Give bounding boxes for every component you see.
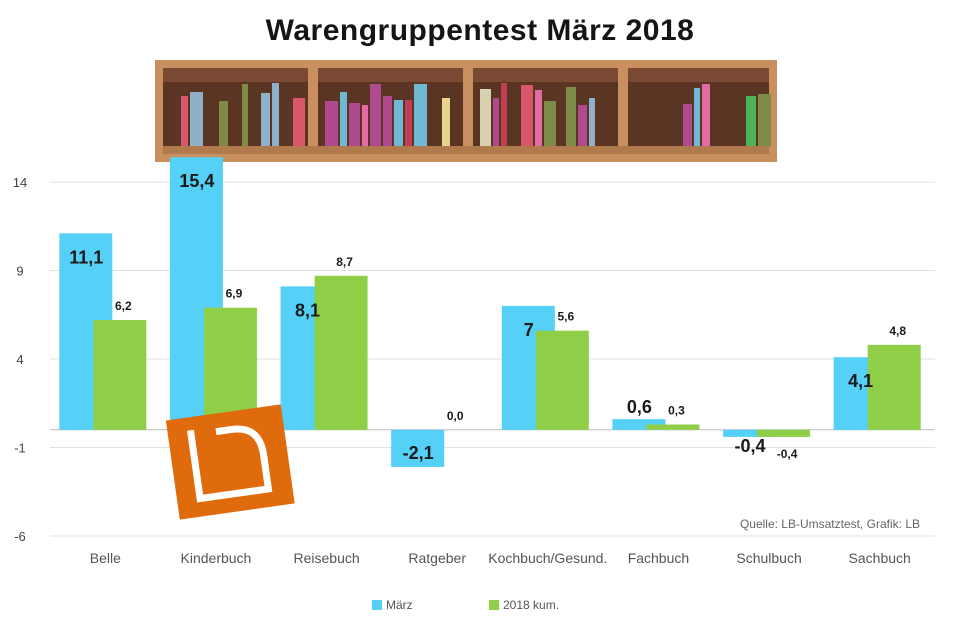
data-label-maerz: 15,4 (179, 171, 214, 191)
data-label-maerz: 0,6 (627, 397, 652, 417)
book-spine (683, 104, 692, 146)
data-label-maerz: -0,4 (735, 436, 766, 456)
data-label-kumuliert: 0,3 (668, 403, 685, 417)
book-spine (340, 92, 347, 146)
category-label: Reisebuch (293, 550, 359, 566)
bar-kumuliert (757, 429, 811, 437)
data-label-maerz: 4,1 (848, 371, 873, 391)
book-spine (349, 103, 360, 146)
bar-kumuliert (314, 275, 368, 430)
book-spine (383, 96, 392, 146)
data-label-kumuliert: 6,2 (115, 299, 132, 313)
y-tick-label: 4 (16, 352, 23, 367)
data-label-kumuliert: 5,6 (557, 310, 574, 324)
legend-label-maerz: März (386, 598, 413, 612)
bar-maerz (612, 419, 666, 430)
book-spine (293, 98, 305, 146)
y-tick-label: -1 (14, 441, 26, 456)
book-spine (521, 85, 533, 146)
book-spine (405, 100, 412, 146)
legend-swatch-kumuliert (489, 600, 499, 610)
book-spine (190, 92, 203, 146)
bar-kumuliert (93, 320, 147, 430)
book-spine (758, 94, 771, 146)
data-label-maerz: 8,1 (295, 300, 320, 320)
book-spine (272, 83, 279, 146)
book-spine (566, 87, 576, 146)
lb-logo (165, 404, 295, 520)
y-tick-label: 9 (16, 264, 23, 279)
category-label: Ratgeber (408, 550, 466, 566)
book-spine (578, 105, 587, 146)
bar-maerz (391, 429, 445, 467)
y-tick-label: 14 (13, 175, 27, 190)
category-label: Fachbuch (628, 550, 689, 566)
data-label-maerz: 11,1 (69, 247, 103, 267)
legend: März 2018 kum. (372, 598, 559, 612)
data-label-kumuliert: 6,9 (226, 287, 243, 301)
y-tick-label: -6 (14, 529, 26, 544)
data-label-maerz: 7 (524, 320, 534, 340)
category-label: Kinderbuch (181, 550, 252, 566)
data-label-kumuliert: 0,0 (447, 409, 464, 423)
book-spine (501, 83, 507, 146)
book-spine (219, 101, 228, 146)
bookshelf-illustration (155, 60, 777, 162)
book-spine (261, 93, 270, 146)
source-note: Quelle: LB-Umsatztest, Grafik: LB (740, 517, 920, 531)
book-spine (181, 96, 188, 146)
category-label: Belle (90, 550, 121, 566)
book-spine (480, 89, 491, 146)
data-label-kumuliert: 8,7 (336, 255, 353, 269)
bar-kumuliert (646, 424, 700, 430)
category-label: Kochbuch/Gesund. (488, 550, 607, 566)
data-label-kumuliert: 4,8 (889, 324, 906, 338)
book-spine (535, 90, 542, 146)
data-label-maerz: -2,1 (403, 443, 434, 463)
book-spine (493, 98, 499, 146)
book-spine (702, 84, 710, 146)
book-spine (394, 100, 403, 146)
category-label: Schulbuch (736, 550, 801, 566)
legend-label-kumuliert: 2018 kum. (503, 598, 559, 612)
book-spine (370, 84, 381, 146)
book-spine (589, 98, 595, 146)
bar-maerz (723, 429, 777, 437)
book-spine (746, 96, 756, 146)
book-spine (442, 98, 450, 146)
data-label-kumuliert: -0,4 (777, 447, 798, 461)
bar-kumuliert (535, 330, 589, 430)
book-spine (362, 105, 368, 146)
book-spine (325, 101, 338, 146)
chart-title: Warengruppentest März 2018 (265, 14, 695, 47)
book-spine (414, 84, 427, 146)
book-spine (694, 88, 700, 146)
legend-swatch-maerz (372, 600, 382, 610)
bar-kumuliert (867, 344, 921, 430)
book-spine (242, 84, 248, 146)
category-label: Sachbuch (849, 550, 911, 566)
book-spine (544, 101, 556, 146)
